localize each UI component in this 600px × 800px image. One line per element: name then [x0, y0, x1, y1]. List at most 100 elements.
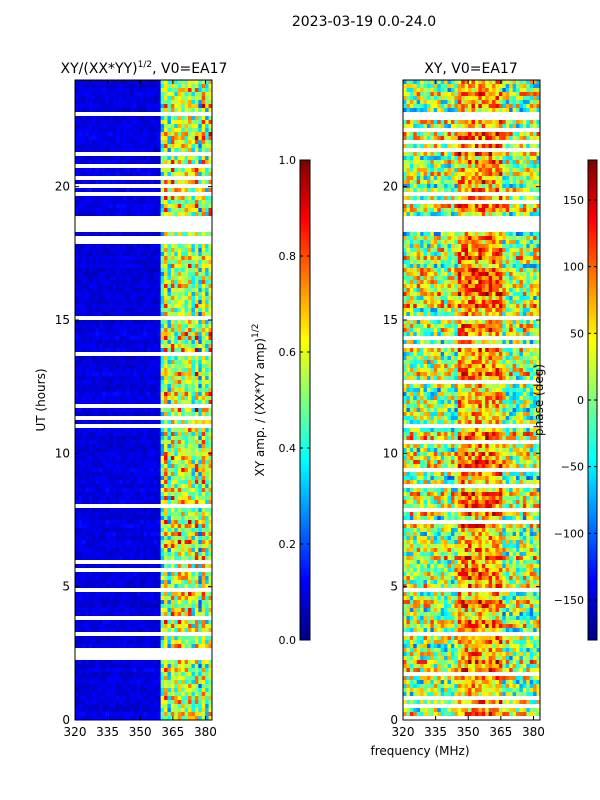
heatmap-cell [88, 512, 93, 517]
heatmap-cell [146, 116, 151, 121]
heatmap-cell [188, 548, 192, 553]
heatmap-cell [194, 260, 199, 265]
heatmap-cell [81, 452, 86, 457]
heatmap-cell [85, 80, 90, 85]
heatmap-cell [194, 348, 199, 353]
heatmap-cell [146, 360, 151, 365]
heatmap-cell [75, 144, 79, 149]
heatmap-cell [95, 500, 100, 505]
heatmap-cell [184, 476, 189, 481]
heatmap-cell [75, 228, 79, 233]
heatmap-cell [109, 276, 114, 281]
heatmap-cell [75, 188, 79, 193]
heatmap-cell [194, 292, 199, 297]
heatmap-cell [177, 88, 182, 93]
heatmap-cell [136, 156, 141, 161]
heatmap-cell [150, 368, 155, 373]
heatmap-cell [112, 412, 117, 417]
heatmap-cell [95, 320, 100, 325]
heatmap-cell [184, 396, 189, 401]
heatmap-cell [170, 416, 175, 421]
heatmap-cell [167, 116, 172, 121]
heatmap-cell [146, 88, 151, 93]
heatmap-cell [78, 508, 83, 513]
heatmap-cell [81, 340, 86, 345]
heatmap-cell [75, 420, 79, 425]
heatmap-cell [126, 496, 131, 501]
heatmap-cell [119, 432, 124, 437]
heatmap-cell [174, 220, 179, 225]
heatmap-cell [102, 428, 107, 433]
heatmap-cell [105, 172, 110, 177]
heatmap-cell [88, 88, 93, 93]
heatmap-cell [85, 100, 90, 105]
heatmap-cell [133, 456, 138, 461]
heatmap-cell [126, 316, 131, 321]
heatmap-cell [174, 116, 179, 121]
heatmap-cell [136, 132, 141, 137]
heatmap-cell [174, 92, 179, 97]
heatmap-cell [98, 572, 103, 577]
heatmap-cell [98, 100, 103, 105]
heatmap-cell [92, 392, 96, 397]
heatmap-cell [184, 524, 189, 529]
heatmap-cell [98, 80, 103, 85]
heatmap-cell [92, 448, 96, 453]
heatmap-cell [92, 320, 96, 325]
heatmap-cell [140, 124, 144, 129]
heatmap-cell [81, 492, 86, 497]
heatmap-cell [105, 264, 110, 269]
heatmap-cell [92, 192, 96, 197]
heatmap-cell [181, 568, 185, 573]
heatmap-cell [75, 392, 79, 397]
heatmap-cell [98, 400, 103, 405]
heatmap-cell [85, 304, 90, 309]
heatmap-cell [129, 336, 134, 341]
heatmap-cell [153, 524, 158, 529]
heatmap-cell [98, 232, 103, 237]
heatmap-cell [81, 124, 86, 129]
heatmap-cell [126, 188, 131, 193]
heatmap-cell [133, 232, 138, 237]
heatmap-cell [98, 388, 103, 393]
heatmap-cell [164, 424, 168, 429]
heatmap-cell [78, 472, 83, 477]
heatmap-cell [170, 452, 175, 457]
heatmap-cell [140, 236, 144, 241]
heatmap-cell [174, 192, 179, 197]
heatmap-cell [133, 192, 138, 197]
heatmap-cell [140, 344, 144, 349]
heatmap-cell [112, 128, 117, 133]
heatmap-cell [136, 532, 141, 537]
heatmap-cell [126, 264, 131, 269]
heatmap-cell [109, 244, 114, 249]
heatmap-cell [78, 232, 83, 237]
heatmap-cell [191, 300, 196, 305]
heatmap-cell [105, 292, 110, 297]
heatmap-cell [146, 576, 151, 581]
heatmap-cell [208, 228, 212, 233]
heatmap-cell [133, 448, 138, 453]
heatmap-cell [208, 520, 212, 525]
heatmap-cell [129, 252, 134, 257]
heatmap-cell [170, 568, 175, 573]
heatmap-cell [88, 276, 93, 281]
heatmap-cell [143, 488, 148, 493]
heatmap-cell [102, 432, 107, 437]
heatmap-cell [177, 208, 182, 213]
heatmap-cell [136, 128, 141, 133]
heatmap-cell [194, 568, 199, 573]
heatmap-cell [188, 144, 192, 149]
heatmap-cell [81, 148, 86, 153]
heatmap-cell [184, 248, 189, 253]
heatmap-cell [191, 360, 196, 365]
heatmap-cell [88, 448, 93, 453]
heatmap-cell [198, 528, 203, 533]
heatmap-cell [102, 472, 107, 477]
heatmap-cell [181, 340, 185, 345]
heatmap-cell [201, 280, 206, 285]
heatmap-cell [157, 548, 162, 553]
heatmap-cell [194, 340, 199, 345]
heatmap-cell [160, 176, 165, 181]
heatmap-cell [122, 156, 127, 161]
